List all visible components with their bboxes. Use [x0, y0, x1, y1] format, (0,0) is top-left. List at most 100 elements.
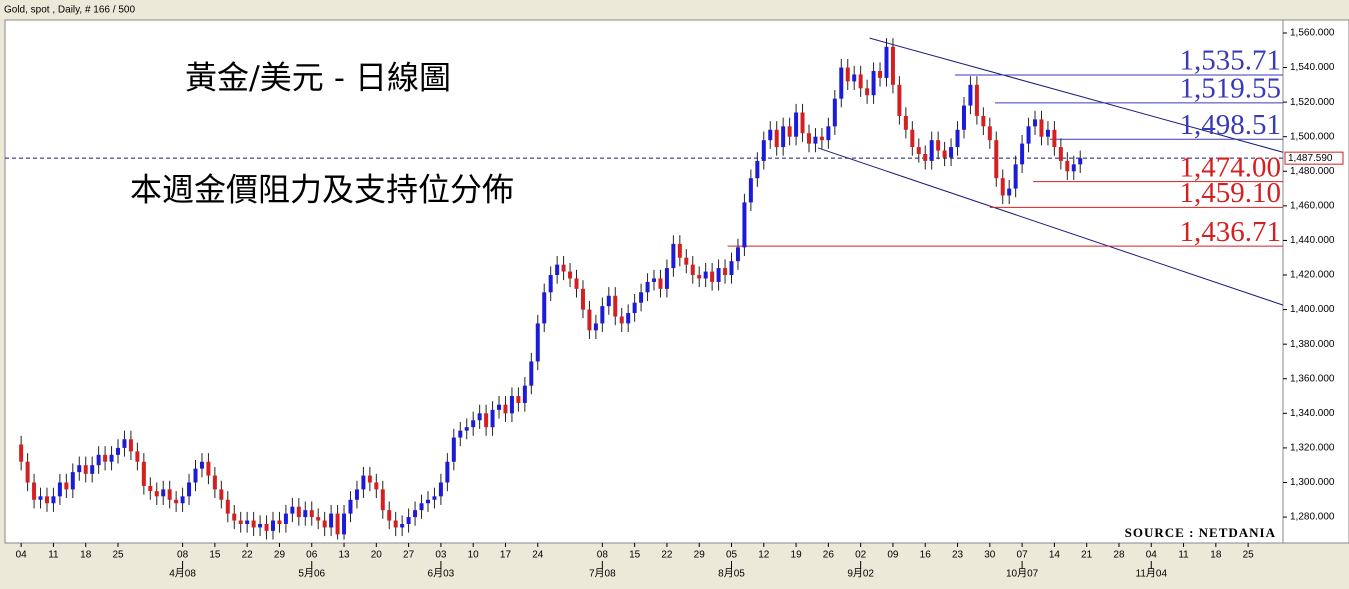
candle-body: [852, 74, 857, 82]
x-tick-label: 07: [1017, 550, 1029, 561]
month-tick-label: 6月03: [428, 568, 455, 580]
x-tick-label: 21: [1081, 550, 1093, 561]
y-tick-label: 1,500.000: [1290, 131, 1335, 142]
candle-body: [542, 292, 547, 324]
level-label: 1,474.00: [1180, 151, 1282, 183]
candle-body: [44, 496, 49, 504]
candle-body: [910, 129, 915, 148]
x-tick-label: 18: [80, 550, 92, 561]
candle-body: [103, 454, 108, 462]
candle-body: [748, 178, 753, 203]
candle-body: [316, 517, 321, 521]
candle-body: [1020, 143, 1025, 165]
candle-body: [794, 112, 799, 137]
x-tick-label: 25: [1243, 550, 1255, 561]
x-tick-label: 08: [597, 550, 609, 561]
source: SOURCE : NETDANIA: [1125, 525, 1276, 540]
x-tick-label: 13: [338, 550, 350, 561]
header: Gold, spot , Daily, # 166 / 500: [4, 5, 135, 16]
x-tick-label: 26: [823, 550, 835, 561]
candle-body: [916, 147, 921, 154]
candle-body: [652, 278, 657, 282]
candle-body: [890, 46, 895, 85]
last-price-label: 1,487.590: [1288, 153, 1333, 164]
candle-body: [96, 454, 101, 466]
candle-body: [1045, 129, 1050, 137]
candle-body: [1039, 119, 1044, 137]
y-tick-label: 1,520.000: [1290, 97, 1335, 108]
x-tick-label: 29: [694, 550, 706, 561]
candle-body: [70, 472, 75, 490]
level-label: 1,519.55: [1180, 73, 1282, 105]
level-label: 1,535.71: [1180, 45, 1282, 77]
candle-body: [839, 67, 844, 99]
y-tick-label: 1,420.000: [1290, 270, 1335, 281]
candle-body: [755, 160, 760, 179]
candle-body: [529, 361, 534, 386]
month-tick-label: 10月07: [1006, 568, 1039, 580]
candle-body: [322, 520, 327, 528]
y-tick-label: 1,380.000: [1290, 339, 1335, 350]
candle-body: [729, 261, 734, 276]
candle-body: [187, 482, 192, 497]
candle-body: [1078, 158, 1083, 165]
candle-body: [264, 523, 269, 531]
y-tick-label: 1,320.000: [1290, 443, 1335, 454]
x-tick-label: 15: [629, 550, 641, 561]
x-tick-label: 12: [758, 550, 770, 561]
y-tick-label: 1,560.000: [1290, 28, 1335, 39]
candle-body: [677, 243, 682, 258]
candle-body: [471, 420, 476, 428]
candle-body: [845, 67, 850, 82]
candle-body: [1033, 119, 1038, 127]
candle-body: [645, 281, 650, 293]
candle-body: [51, 496, 56, 504]
level-label: 1,436.71: [1180, 216, 1282, 248]
candle-body: [212, 475, 217, 490]
candle-body: [83, 465, 88, 474]
candle-body: [438, 482, 443, 497]
x-tick-label: 20: [371, 550, 383, 561]
month-tick-label: 4月08: [169, 568, 196, 580]
candle-body: [116, 447, 121, 455]
y-axis-area: [1282, 19, 1349, 544]
candle-body: [464, 427, 469, 431]
x-tick-label: 27: [403, 550, 415, 561]
candle-body: [871, 71, 876, 96]
month-tick-label: 11月04: [1136, 568, 1168, 580]
candle-body: [787, 126, 792, 137]
x-tick-label: 04: [16, 550, 28, 561]
candle-body: [942, 150, 947, 158]
x-tick-label: 18: [1210, 550, 1222, 561]
candle-body: [955, 129, 960, 148]
level-label: 1,459.10: [1180, 177, 1282, 209]
candle-body: [413, 510, 418, 518]
x-tick-label: 11: [1178, 550, 1189, 561]
candle-body: [826, 126, 831, 141]
y-tick-label: 1,440.000: [1290, 235, 1335, 246]
candle-body: [193, 468, 198, 483]
candle-body: [593, 323, 598, 331]
candle-body: [1013, 164, 1018, 189]
candle-body: [819, 136, 824, 141]
x-tick-label: 04: [1146, 550, 1158, 561]
y-tick-label: 1,340.000: [1290, 408, 1335, 419]
trendline: [817, 147, 1284, 306]
month-tick-label: 9月02: [847, 568, 874, 580]
candle-body: [167, 489, 172, 500]
month-tick-label: 8月05: [718, 568, 745, 580]
candle-body: [806, 133, 811, 144]
candle-body: [122, 439, 127, 448]
candle-body: [710, 271, 715, 282]
candle-body: [503, 404, 508, 414]
candle-body: [1007, 188, 1012, 196]
candle-body: [400, 523, 405, 528]
chart-subtitle: 本週金價阻力及支持位分佈: [130, 171, 514, 209]
candle-body: [458, 430, 463, 438]
candle-body: [19, 444, 24, 462]
x-tick-label: 22: [242, 550, 254, 561]
candle-body: [587, 309, 592, 331]
candle-body: [348, 499, 353, 514]
plot-area: [4, 19, 1284, 544]
